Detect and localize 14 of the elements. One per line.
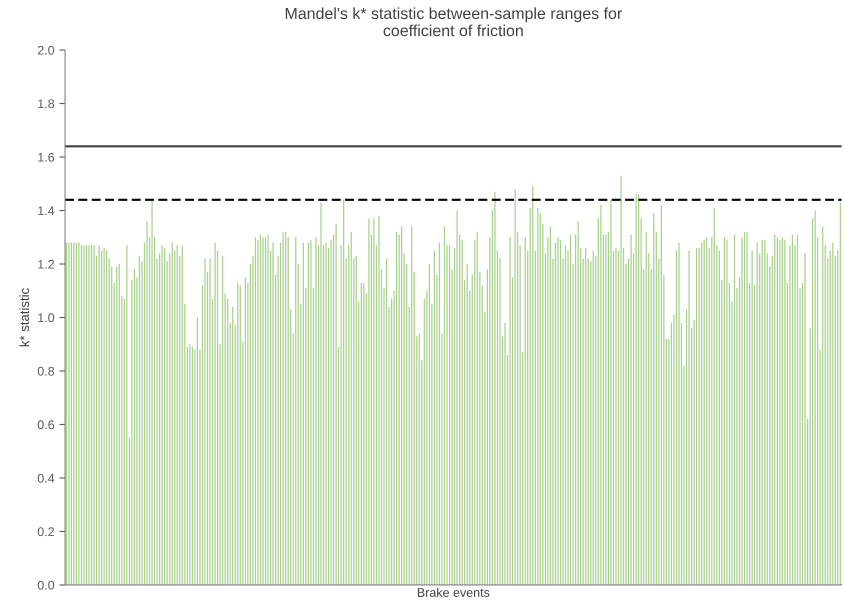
y-tick-label: 2.0 <box>38 46 54 55</box>
y-tick-label: 0.8 <box>38 366 54 376</box>
y-tick-label: 1.4 <box>38 206 54 216</box>
y-tick-label: 1.8 <box>38 99 54 108</box>
x-axis-title: Brake events <box>418 588 490 597</box>
y-tick-label: 0.0 <box>38 580 54 590</box>
y-axis-title: k* statistic <box>19 288 30 346</box>
chart-title: Mandel's k* statistic between-sample ranges for coefficient of friction <box>286 7 622 36</box>
y-tick-label: 1.2 <box>38 260 54 269</box>
y-tick-label: 0.6 <box>38 420 54 430</box>
y-tick-label: 1.6 <box>38 152 54 162</box>
y-tick-label: 0.2 <box>38 527 54 536</box>
y-tick-label: 1.0 <box>38 313 54 322</box>
y-tick-label: 0.4 <box>38 474 54 483</box>
